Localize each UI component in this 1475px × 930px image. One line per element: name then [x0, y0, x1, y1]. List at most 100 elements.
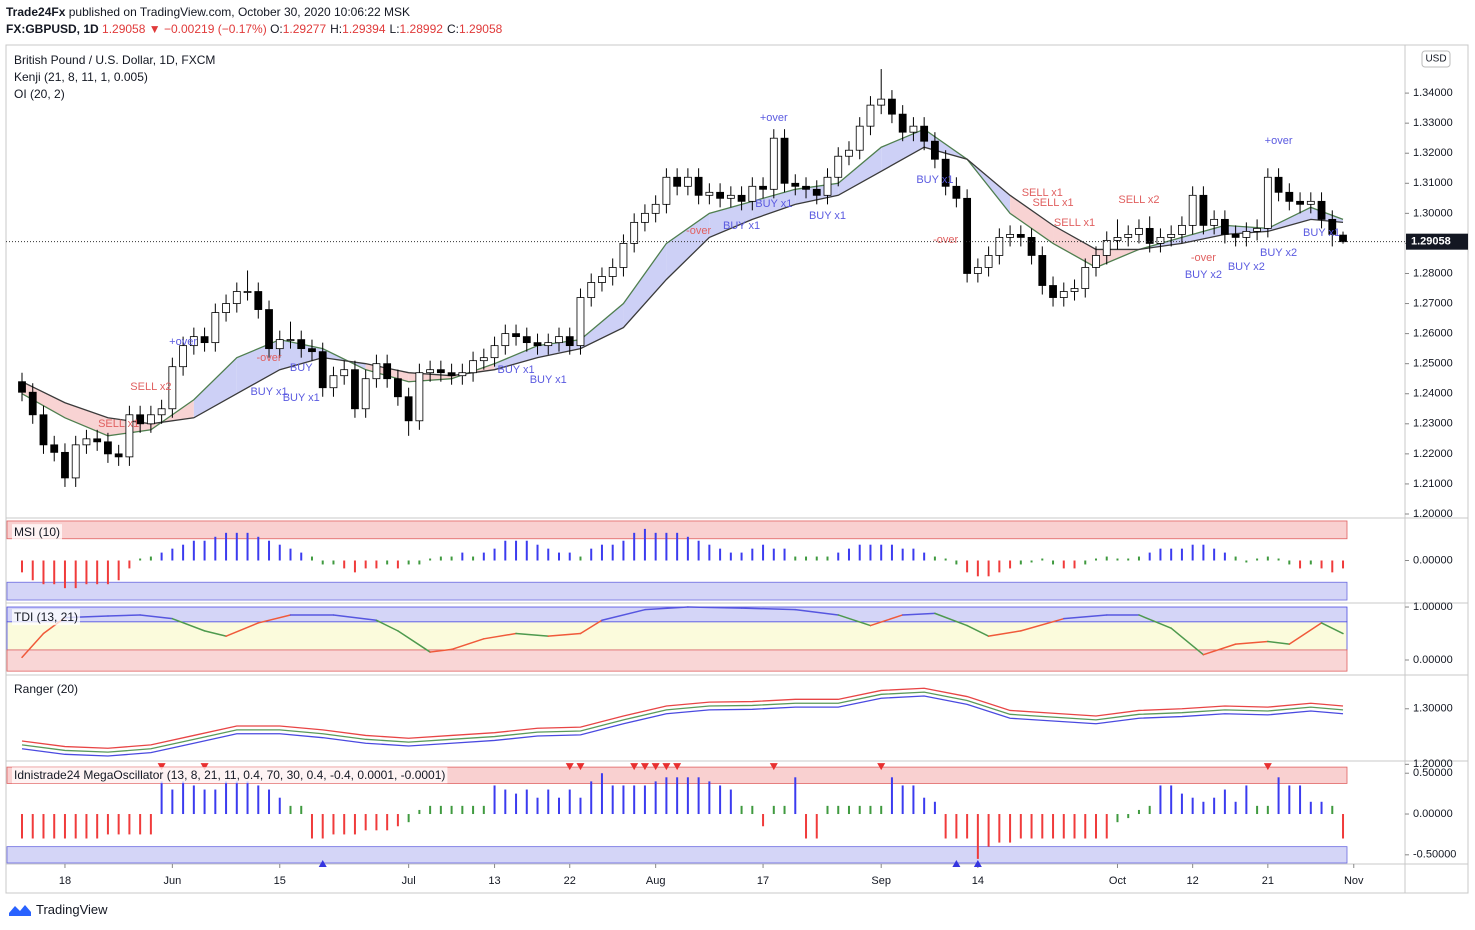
candle-body	[941, 158, 950, 187]
candle-body	[630, 221, 639, 244]
y-tick-label: 1.28000	[1413, 267, 1453, 279]
candle-body	[393, 378, 402, 398]
x-tick-label: 15	[274, 875, 286, 887]
signal-label: BUY x2	[1185, 269, 1222, 281]
candle-body	[265, 309, 273, 350]
y-tick-label: 1.20000	[1413, 758, 1453, 770]
currency: USD	[1425, 54, 1446, 65]
candle-body	[1124, 234, 1133, 238]
signal-label: BUY x1	[1303, 227, 1340, 239]
tdi-segment	[837, 614, 872, 627]
candle-body	[855, 125, 864, 151]
candle-body	[1135, 227, 1143, 235]
tdi-segment	[1202, 643, 1237, 656]
signal-label: SELL x1	[1032, 197, 1073, 209]
author: Trade24Fx	[6, 5, 66, 19]
candle-body	[1059, 291, 1068, 298]
candle-body	[200, 336, 209, 344]
candle-body	[146, 414, 155, 425]
cloud	[666, 213, 710, 280]
signal-label: SELL x2	[130, 381, 171, 393]
signal-down	[630, 763, 639, 771]
signal-up	[973, 859, 982, 867]
candle-body	[877, 98, 886, 106]
candle-body	[136, 414, 145, 425]
tdi-segment	[901, 612, 936, 616]
candle-body	[1167, 234, 1176, 238]
tdi-segment	[1288, 622, 1323, 645]
candle-body	[995, 237, 1004, 256]
tdi-segment	[171, 617, 206, 632]
signal-label: +over	[1265, 135, 1293, 147]
candle-body	[973, 267, 982, 274]
tdi-segment	[687, 606, 743, 609]
cloud	[838, 147, 882, 196]
signal-label: BUY x1	[530, 374, 567, 386]
kenji-slow	[21, 146, 1344, 425]
signal-label: SELL x1	[1054, 217, 1095, 229]
symbol: FX:GBPUSD, 1D	[6, 22, 99, 36]
x-tick-label: Nov	[1344, 875, 1364, 887]
candle-body	[1092, 255, 1100, 268]
signal-up	[318, 859, 327, 867]
candle-body	[436, 369, 445, 374]
candle-body	[694, 176, 703, 196]
candle-body	[1296, 200, 1304, 205]
candle-body	[555, 336, 563, 344]
candle-body	[329, 375, 338, 389]
candle-body	[28, 391, 37, 416]
candle-body	[641, 212, 649, 223]
candle-body	[845, 149, 853, 157]
candle-body	[383, 363, 392, 380]
ohlc-value: 1.28992	[399, 22, 443, 36]
signal-label: BUY x2	[1260, 247, 1297, 259]
signal-label: BUY	[290, 362, 313, 374]
candle-body	[1145, 227, 1154, 244]
x-tick-label: Sep	[871, 875, 891, 887]
cloud	[1010, 195, 1054, 244]
candle-body	[340, 369, 349, 377]
tdi-segment	[139, 614, 174, 620]
signal-label: BUY x1	[809, 210, 846, 222]
tdi-segment	[1320, 622, 1344, 635]
x-tick-label: 21	[1262, 875, 1274, 887]
footer: TradingView	[8, 902, 108, 917]
candle-body	[1016, 234, 1025, 238]
candle-body	[1156, 237, 1165, 244]
candle-body	[726, 194, 735, 199]
candle-body	[522, 336, 531, 344]
candle-body	[351, 369, 359, 410]
x-tick-label: 18	[59, 875, 71, 887]
x-tick-label: 13	[488, 875, 500, 887]
candle-body	[716, 191, 724, 199]
study-label: Kenji (21, 8, 11, 1, 0.005)	[14, 70, 148, 84]
last-price-label: 1.29058	[1411, 236, 1451, 248]
candle-body	[920, 125, 929, 142]
candle-body	[372, 363, 381, 380]
candle-body	[866, 104, 875, 127]
candle-body	[931, 140, 939, 160]
candle-body	[834, 155, 843, 178]
tdi-segment	[987, 630, 1022, 637]
x-tick-label: 22	[564, 875, 576, 887]
candle-body	[1263, 176, 1272, 229]
candle-body	[1102, 240, 1111, 256]
study-label: OI (20, 2)	[14, 87, 65, 101]
signal-label: -over	[686, 225, 711, 237]
tdi-segment	[107, 614, 141, 617]
candle-body	[243, 291, 252, 293]
signal-down	[1263, 763, 1272, 771]
candle-body	[415, 372, 424, 422]
candle-body	[984, 255, 993, 268]
candle-body	[512, 333, 520, 338]
candle-body	[598, 276, 606, 283]
candle-body	[447, 372, 456, 377]
y-tick-label: 1.26000	[1413, 328, 1453, 340]
candle-body	[565, 336, 574, 347]
ohlc: O:1.29277 H:1.29394 L:1.28992 C:1.29058	[270, 22, 506, 36]
candle-body	[1253, 227, 1261, 232]
cloud	[64, 402, 108, 436]
tdi-segment	[450, 638, 485, 651]
candle-body	[705, 191, 714, 196]
